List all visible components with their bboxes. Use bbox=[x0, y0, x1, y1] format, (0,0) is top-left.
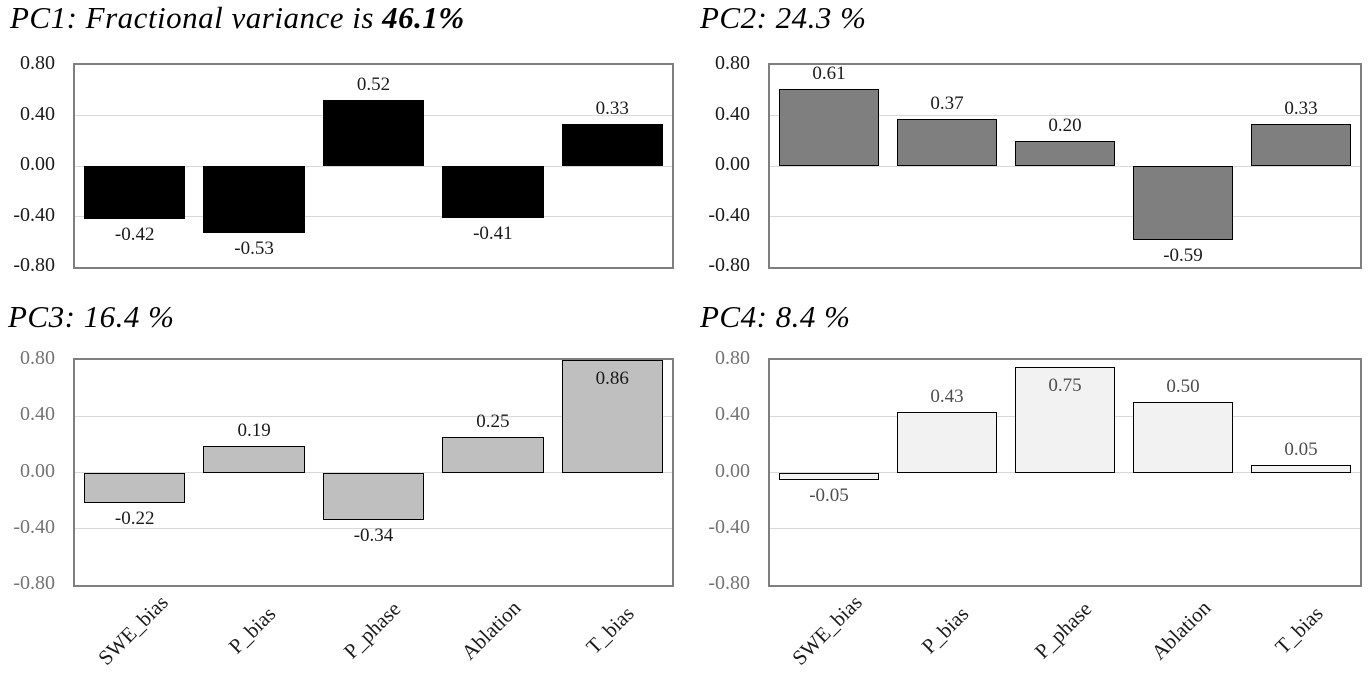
bar-SWE_bias bbox=[778, 472, 880, 480]
bar-P_phase bbox=[322, 472, 425, 521]
bar-value-label: -0.53 bbox=[234, 237, 274, 259]
y-tick-label: -0.40 bbox=[708, 515, 750, 538]
chart-pc4: PC4: 8.4 % 0.80 0.40 0.00 -0.40 -0.80 -0.05 0… bbox=[690, 295, 1369, 680]
bar-SWE_bias bbox=[83, 472, 186, 504]
gridline bbox=[770, 115, 1360, 116]
bar-value-label: -0.42 bbox=[114, 224, 155, 246]
gridline bbox=[75, 528, 672, 530]
y-tick-label: 0.40 bbox=[20, 403, 55, 426]
y-tick-label: 0.00 bbox=[20, 459, 55, 482]
y-tick-label: 0.00 bbox=[715, 459, 750, 482]
y-tick-label: -0.80 bbox=[708, 572, 750, 594]
y-tick-label: -0.40 bbox=[13, 515, 55, 538]
gridline bbox=[770, 216, 1360, 217]
bar-T_bias bbox=[561, 360, 664, 473]
bar-Ablation bbox=[442, 166, 544, 218]
bar-value-label: 0.20 bbox=[1048, 114, 1082, 136]
bar-P_phase bbox=[1014, 140, 1116, 166]
bar-P_bias bbox=[203, 445, 305, 473]
y-tick-label: 0.40 bbox=[715, 102, 750, 125]
chart-pc2: PC2: 24.3 % 0.80 0.40 0.00 -0.40 -0.80 0.61 0… bbox=[690, 0, 1369, 295]
bar-value-label: 0.05 bbox=[1284, 439, 1318, 461]
bar-value-label: 0.25 bbox=[476, 411, 510, 433]
bar-value-label: 0.50 bbox=[1166, 376, 1200, 398]
chart-pc4-plot-area: -0.05 0.43 0.75 0.50 0.05 bbox=[768, 358, 1362, 587]
bar-value-label: 0.75 bbox=[1048, 375, 1082, 397]
bar-value-label: -0.22 bbox=[114, 508, 155, 530]
y-tick-label: -0.80 bbox=[708, 254, 750, 276]
chart-pc4-title: PC4: 8.4 % bbox=[700, 299, 851, 335]
y-tick-label: 0.80 bbox=[715, 347, 750, 369]
chart-pc3-title: PC3: 16.4 % bbox=[8, 299, 175, 335]
gridline bbox=[770, 472, 1360, 473]
gridline bbox=[770, 528, 1360, 530]
chart-pc3: PC3: 16.4 % 0.80 0.40 0.00 -0.40 -0.80 -0.22… bbox=[0, 295, 690, 680]
bar-value-label: 0.86 bbox=[595, 368, 629, 389]
y-tick-label: -0.40 bbox=[13, 203, 55, 226]
bar-Ablation bbox=[1132, 402, 1234, 473]
chart-pc4-x-axis: SWE_bias P_bias P_phase Ablation T_bias bbox=[768, 587, 1358, 680]
bar-value-label: 0.19 bbox=[237, 419, 271, 441]
bar-value-label: 0.52 bbox=[356, 74, 391, 96]
chart-pc2-y-axis: 0.80 0.40 0.00 -0.40 -0.80 bbox=[690, 52, 758, 276]
y-tick-label: 0.00 bbox=[20, 153, 55, 175]
bar-value-label: -0.05 bbox=[809, 484, 849, 506]
bar-SWE_bias bbox=[778, 88, 880, 166]
chart-pc1-title: PC1: Fractional variance is 46.1% bbox=[10, 0, 465, 36]
bar-P_phase bbox=[322, 100, 425, 166]
gridline bbox=[75, 415, 672, 417]
y-tick-label: -0.40 bbox=[708, 203, 750, 226]
y-tick-label: 0.80 bbox=[715, 52, 750, 74]
chart-pc1-title-text: PC1: Fractional variance is bbox=[10, 0, 383, 35]
y-tick-label: -0.80 bbox=[13, 572, 55, 594]
y-tick-label: 0.80 bbox=[20, 347, 55, 369]
y-tick-label: 0.40 bbox=[715, 403, 750, 426]
gridline bbox=[75, 165, 672, 167]
chart-pc1: PC1: Fractional variance is 46.1% 0.80 0.… bbox=[0, 0, 690, 295]
bar-P_bias bbox=[203, 166, 305, 233]
bar-T_bias bbox=[561, 124, 664, 166]
chart-pc1-plot-area: -0.42 -0.53 0.52 -0.41 0.33 bbox=[73, 63, 674, 269]
bar-value-label: 0.33 bbox=[1284, 98, 1318, 120]
bar-P_bias bbox=[896, 412, 998, 473]
y-tick-label: 0.40 bbox=[20, 102, 55, 125]
chart-pc2-title: PC2: 24.3 % bbox=[700, 0, 867, 36]
bar-P_phase bbox=[1014, 367, 1116, 473]
gridline bbox=[770, 165, 1360, 167]
bar-value-label: -0.59 bbox=[1163, 245, 1203, 267]
chart-pc3-y-axis: 0.80 0.40 0.00 -0.40 -0.80 bbox=[0, 347, 63, 594]
bar-value-label: -0.41 bbox=[473, 222, 513, 244]
chart-pc1-title-variance-value: 46.1% bbox=[382, 0, 465, 35]
bar-Ablation bbox=[442, 437, 544, 473]
bar-T_bias bbox=[1250, 124, 1352, 166]
y-tick-label: 0.80 bbox=[20, 52, 55, 74]
bar-P_bias bbox=[896, 119, 998, 166]
chart-pc4-y-axis: 0.80 0.40 0.00 -0.40 -0.80 bbox=[690, 347, 758, 594]
bar-value-label: 0.33 bbox=[595, 98, 629, 120]
chart-pc4-title-text: PC4: 8.4 % bbox=[700, 299, 851, 334]
chart-pc3-plot-area: -0.22 0.19 -0.34 0.25 0.86 bbox=[73, 358, 674, 587]
y-tick-label: 0.00 bbox=[715, 153, 750, 175]
bar-value-label: 0.37 bbox=[930, 93, 964, 115]
bar-SWE_bias bbox=[83, 166, 186, 220]
bar-value-label: -0.34 bbox=[353, 525, 394, 547]
chart-pc3-title-text: PC3: 16.4 % bbox=[8, 299, 175, 334]
bar-value-label: 0.61 bbox=[812, 63, 846, 84]
chart-pc2-title-text: PC2: 24.3 % bbox=[700, 0, 867, 35]
bar-T_bias bbox=[1250, 465, 1352, 473]
bar-value-label: 0.43 bbox=[930, 386, 964, 408]
chart-pc1-y-axis: 0.80 0.40 0.00 -0.40 -0.80 bbox=[0, 52, 63, 276]
y-tick-label: -0.80 bbox=[13, 254, 55, 276]
chart-pc2-plot-area: 0.61 0.37 0.20 -0.59 0.33 bbox=[768, 63, 1362, 269]
bar-Ablation bbox=[1132, 166, 1234, 241]
gridline bbox=[75, 216, 672, 217]
chart-pc3-x-axis: SWE_bias P_bias P_phase Ablation T_bias bbox=[73, 587, 670, 680]
